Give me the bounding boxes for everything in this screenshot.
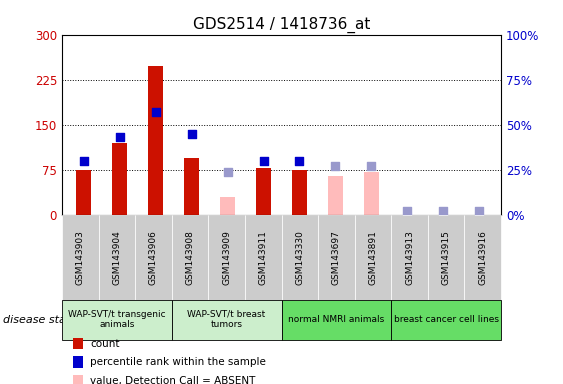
Bar <box>256 168 271 215</box>
Bar <box>328 176 343 215</box>
Point <box>439 209 448 215</box>
Point <box>331 163 340 169</box>
Text: value, Detection Call = ABSENT: value, Detection Call = ABSENT <box>90 376 256 384</box>
Point <box>367 163 376 169</box>
Point <box>187 131 196 137</box>
Text: GSM143915: GSM143915 <box>442 230 450 285</box>
Text: GSM143903: GSM143903 <box>76 230 84 285</box>
Text: GSM143891: GSM143891 <box>369 230 377 285</box>
Point <box>79 158 88 164</box>
Point <box>295 158 304 164</box>
Point <box>475 209 484 215</box>
Text: GSM143908: GSM143908 <box>186 230 194 285</box>
Bar <box>148 66 163 215</box>
Text: breast cancer cell lines: breast cancer cell lines <box>394 315 499 324</box>
Text: normal NMRI animals: normal NMRI animals <box>288 315 385 324</box>
Text: percentile rank within the sample: percentile rank within the sample <box>90 357 266 367</box>
Text: GSM143330: GSM143330 <box>296 230 304 285</box>
Text: WAP-SVT/t transgenic
animals: WAP-SVT/t transgenic animals <box>68 310 166 329</box>
Point <box>223 169 232 175</box>
Text: disease state ▶: disease state ▶ <box>3 314 89 325</box>
Text: GSM143913: GSM143913 <box>405 230 414 285</box>
Point <box>259 158 268 164</box>
Text: GSM143697: GSM143697 <box>332 230 341 285</box>
Text: GSM143911: GSM143911 <box>259 230 267 285</box>
Text: WAP-SVT/t breast
tumors: WAP-SVT/t breast tumors <box>187 310 266 329</box>
Bar <box>113 143 127 215</box>
Point <box>151 109 160 115</box>
Text: GSM143916: GSM143916 <box>479 230 487 285</box>
Text: GSM143904: GSM143904 <box>113 230 121 285</box>
Point <box>403 209 412 215</box>
Text: GSM143909: GSM143909 <box>222 230 231 285</box>
Text: count: count <box>90 339 119 349</box>
Bar <box>364 172 379 215</box>
Bar <box>292 170 307 215</box>
Bar <box>220 197 235 215</box>
Point <box>115 134 124 141</box>
Title: GDS2514 / 1418736_at: GDS2514 / 1418736_at <box>193 17 370 33</box>
Bar <box>184 158 199 215</box>
Bar <box>77 170 91 215</box>
Text: GSM143906: GSM143906 <box>149 230 158 285</box>
